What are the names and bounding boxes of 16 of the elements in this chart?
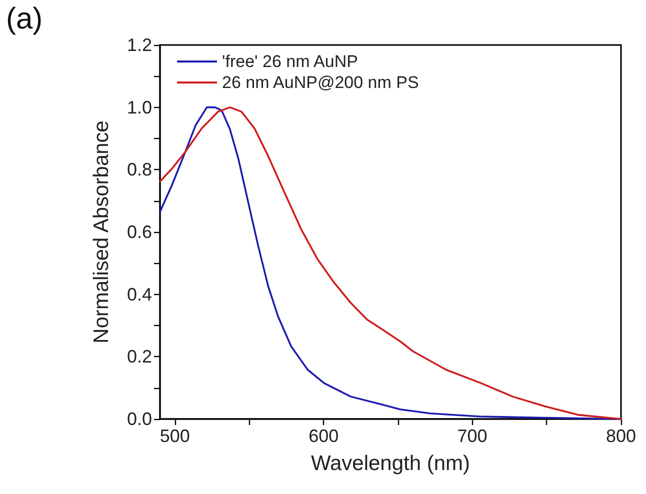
x-tick-label: 700	[457, 426, 488, 446]
x-tick-label: 500	[160, 426, 190, 446]
x-axis-title: Wavelength (nm)	[310, 452, 470, 475]
text: (a)	[6, 2, 43, 36]
y-tick-label: 1.2	[126, 35, 152, 55]
x-tick-label: 600	[308, 426, 339, 446]
y-tick-label: 0.0	[126, 409, 152, 429]
y-tick-label: 0.6	[126, 222, 152, 242]
legend-label: 26 nm AuNP@200 nm PS	[222, 73, 419, 92]
y-tick-label: 0.2	[126, 346, 152, 367]
y-tick-label: 1.0	[126, 97, 152, 118]
y-tick-label: 0.4	[126, 284, 152, 304]
y-axis-title: Normalised Absorbance	[90, 120, 113, 344]
legend-label: 'free' 26 nm AuNP	[222, 52, 358, 71]
x-tick-label: 800	[606, 426, 636, 446]
y-tick-label: 0.8	[126, 160, 152, 180]
